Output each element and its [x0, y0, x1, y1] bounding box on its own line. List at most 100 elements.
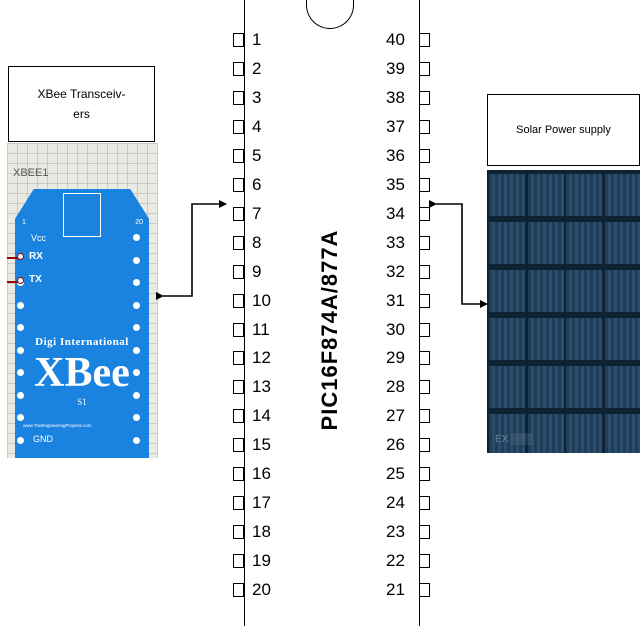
chip-pin-box [233, 177, 244, 192]
xbee-board: 1 20 Vcc RX TX Digi International XBee S… [15, 189, 149, 458]
chip-pin-number: 30 [386, 319, 405, 339]
chip-pin-box [419, 467, 430, 482]
chip-pin-number: 34 [386, 203, 405, 223]
chip-pin-number: 17 [252, 493, 271, 513]
chip-pin-box [233, 148, 244, 163]
solar-cell [489, 318, 525, 360]
xbee-tx-pin-dot [17, 277, 24, 284]
xbee-series: S1 [77, 397, 87, 407]
chip-pin-number: 22 [386, 551, 405, 571]
chip-pin-box [233, 206, 244, 221]
chip-pin-box [419, 322, 430, 337]
chip-pin-number: 15 [252, 435, 271, 455]
chip-pin-number: 7 [252, 203, 262, 223]
xbee-pin-dot [17, 369, 24, 376]
chip-pin-number: 4 [252, 116, 262, 136]
xbee-pin1-label: 1 [22, 219, 26, 226]
chip-pin-number: 37 [386, 116, 405, 136]
chip-pin-box [233, 583, 244, 598]
chip-pin-number: 10 [252, 290, 271, 310]
solar-cell [489, 366, 525, 408]
chip-pin-number: 31 [386, 290, 405, 310]
xbee-name: XBee [34, 350, 130, 396]
chip-pin-number: 19 [252, 551, 271, 571]
xbee-tx-wire [7, 281, 19, 283]
solar-label-text: Solar Power supply [516, 124, 611, 136]
xbee-pin-dot [133, 346, 140, 354]
chip-pin-number: 14 [252, 406, 271, 426]
chip-pin-number: 6 [252, 174, 262, 194]
chip-pin-box [233, 554, 244, 569]
chip-pin-number: 5 [252, 145, 262, 165]
xbee-pin20-label: 20 [135, 219, 143, 226]
xbee-pin-dot [17, 324, 24, 331]
chip-pin-number: 32 [386, 261, 405, 281]
chip-pin-box [419, 119, 430, 134]
chip-pin-number: 3 [252, 87, 262, 107]
xbee-tx-label: TX [29, 274, 42, 285]
chip-pin-number: 20 [252, 580, 271, 600]
chip-pin-box [419, 525, 430, 540]
chip-pin-number: 16 [252, 464, 271, 484]
chip-pin-box [419, 177, 430, 192]
xbee-gnd-label: GND [33, 434, 53, 444]
solar-cell [527, 222, 564, 264]
xbee-pin-dot [133, 279, 140, 286]
chip-pin-number: 27 [386, 406, 405, 426]
xbee-pin-dot [133, 256, 140, 264]
chip-pin-box [419, 496, 430, 511]
chip-pin-box [233, 293, 244, 308]
chip-pin-box [419, 33, 430, 47]
chip-pin-box [233, 33, 244, 47]
solar-cell [604, 414, 640, 453]
microcontroller-chip [244, 0, 420, 626]
chip-pin-number: 38 [386, 87, 405, 107]
chip-pin-number: 39 [386, 58, 405, 78]
solar-cell [527, 174, 564, 216]
chip-pin-box [419, 351, 430, 366]
xbee-pin-dot [17, 346, 24, 354]
chip-pin-number: 26 [386, 435, 405, 455]
solar-cell [489, 414, 525, 453]
solar-cell [604, 318, 640, 360]
solar-cell [566, 270, 602, 312]
chip-pin-number: 8 [252, 232, 262, 252]
solar-cell [604, 174, 640, 216]
solar-cell [527, 366, 564, 408]
solar-cell [566, 174, 602, 216]
solar-cell [527, 318, 564, 360]
xbee-antenna [63, 193, 101, 237]
solar-cell [489, 174, 525, 216]
xbee-pin-dot [133, 234, 140, 241]
solar-cell [604, 366, 640, 408]
chip-pin-box [233, 409, 244, 424]
chip-pin-box [419, 438, 430, 453]
chip-pin-number: 18 [252, 522, 271, 542]
chip-pin-number: 2 [252, 58, 262, 78]
xbee-label-box: XBee Transceiv- ers [8, 66, 155, 142]
xbee-pin-dot [133, 391, 140, 399]
chip-pin-number: 40 [386, 30, 405, 49]
xbee-pin-dot [133, 414, 140, 421]
xbee-pin-dot [133, 369, 140, 376]
xbee-ref-label: XBEE1 [13, 167, 49, 179]
chip-pin-number: 35 [386, 174, 405, 194]
chip-pin-number: 33 [386, 232, 405, 252]
chip-pin-number: 9 [252, 261, 262, 281]
chip-pin-box [419, 380, 430, 395]
chip-pin-box [419, 61, 430, 76]
xbee-rx-pin-dot [17, 253, 24, 260]
xbee-pin-dot [17, 391, 24, 399]
chip-pin-box [419, 554, 430, 569]
solar-cell [566, 222, 602, 264]
xbee-pin-dot [133, 301, 140, 309]
solar-cell [527, 270, 564, 312]
xbee-label-line2: ers [73, 107, 90, 121]
chip-pin-box [233, 351, 244, 366]
solar-to-pic-arrow [429, 200, 488, 308]
chip-pin-box [419, 409, 430, 424]
chip-pin-box [233, 322, 244, 337]
solar-cell [604, 222, 640, 264]
chip-pin-box [233, 467, 244, 482]
